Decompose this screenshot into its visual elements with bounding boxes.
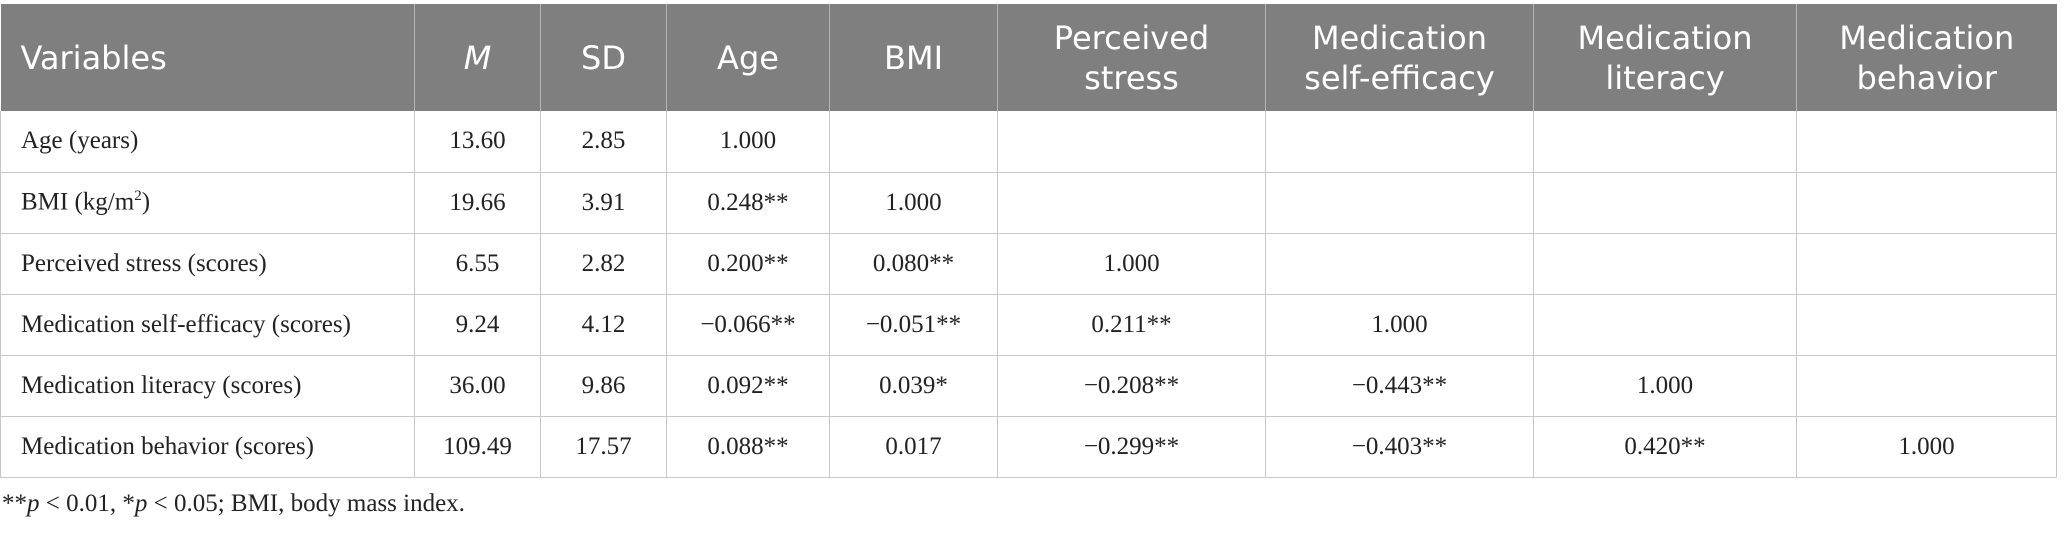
row-label: Medication self-efficacy (scores) — [0, 294, 415, 356]
table-cell — [1533, 111, 1797, 173]
table-cell: 9.86 — [540, 355, 667, 417]
table-cell: 4.12 — [540, 294, 667, 356]
table-cell: 0.211** — [997, 294, 1266, 356]
table-container: Variables M SD Age BMI Perceived stress M… — [0, 4, 2067, 518]
row-label: Medication behavior (scores) — [0, 416, 415, 478]
header-sd: SD — [540, 4, 667, 111]
row-label: Perceived stress (scores) — [0, 233, 415, 295]
table-row: Perceived stress (scores) 6.55 2.82 0.20… — [0, 233, 2057, 295]
table-cell — [997, 111, 1266, 173]
table-cell — [1796, 111, 2057, 173]
table-cell: −0.208** — [997, 355, 1266, 417]
table-cell — [829, 111, 998, 173]
header-row: Variables M SD Age BMI Perceived stress M… — [0, 4, 2057, 111]
table-cell — [1796, 233, 2057, 295]
table-cell: 9.24 — [414, 294, 541, 356]
header-bmi: BMI — [829, 4, 998, 111]
header-medication-literacy: Medication literacy — [1533, 4, 1797, 111]
table-cell: −0.051** — [829, 294, 998, 356]
table-cell: 0.039* — [829, 355, 998, 417]
table-cell — [1265, 172, 1534, 234]
header-mean: M — [414, 4, 541, 111]
table-cell — [1796, 294, 2057, 356]
row-label: BMI (kg/m2) — [0, 172, 415, 234]
table-cell: −0.066** — [666, 294, 830, 356]
table-cell: 0.088** — [666, 416, 830, 478]
table-cell: 0.017 — [829, 416, 998, 478]
table-cell: 36.00 — [414, 355, 541, 417]
table-cell — [1796, 172, 2057, 234]
table-cell — [1796, 355, 2057, 417]
table-cell — [1533, 172, 1797, 234]
table-cell: −0.443** — [1265, 355, 1534, 417]
table-cell — [1533, 294, 1797, 356]
table-cell: 19.66 — [414, 172, 541, 234]
table-cell: 17.57 — [540, 416, 667, 478]
row-label: Age (years) — [0, 111, 415, 173]
header-medication-self-efficacy: Medication self-efficacy — [1265, 4, 1534, 111]
table-cell: 13.60 — [414, 111, 541, 173]
table-cell: 2.82 — [540, 233, 667, 295]
table-row: Age (years) 13.60 2.85 1.000 — [0, 111, 2057, 173]
table-cell — [1265, 111, 1534, 173]
table-cell: 6.55 — [414, 233, 541, 295]
table-cell — [1265, 233, 1534, 295]
table-cell — [1533, 233, 1797, 295]
table-row: Medication literacy (scores) 36.00 9.86 … — [0, 355, 2057, 417]
table-cell: 0.420** — [1533, 416, 1797, 478]
table-cell: 0.092** — [666, 355, 830, 417]
table-cell: 1.000 — [1265, 294, 1534, 356]
header-age: Age — [666, 4, 830, 111]
table-cell: 0.248** — [666, 172, 830, 234]
table-cell: 109.49 — [414, 416, 541, 478]
table-row: Medication self-efficacy (scores) 9.24 4… — [0, 294, 2057, 356]
header-medication-behavior: Medication behavior — [1796, 4, 2057, 111]
correlation-table: Variables M SD Age BMI Perceived stress M… — [0, 4, 2057, 478]
table-cell: 0.080** — [829, 233, 998, 295]
table-cell: 1.000 — [666, 111, 830, 173]
table-cell: 1.000 — [997, 233, 1266, 295]
table-cell: −0.299** — [997, 416, 1266, 478]
header-perceived-stress: Perceived stress — [997, 4, 1266, 111]
table-cell: 1.000 — [1796, 416, 2057, 478]
row-label: Medication literacy (scores) — [0, 355, 415, 417]
table-row: Medication behavior (scores) 109.49 17.5… — [0, 416, 2057, 478]
table-cell: 1.000 — [829, 172, 998, 234]
table-cell: 0.200** — [666, 233, 830, 295]
table-cell — [997, 172, 1266, 234]
table-row: BMI (kg/m2) 19.66 3.91 0.248** 1.000 — [0, 172, 2057, 234]
table-footnote: **p < 0.01, *p < 0.05; BMI, body mass in… — [2, 489, 465, 517]
header-variables: Variables — [0, 4, 415, 111]
table-cell: −0.403** — [1265, 416, 1534, 478]
table-cell: 2.85 — [540, 111, 667, 173]
table-cell: 1.000 — [1533, 355, 1797, 417]
table-cell: 3.91 — [540, 172, 667, 234]
